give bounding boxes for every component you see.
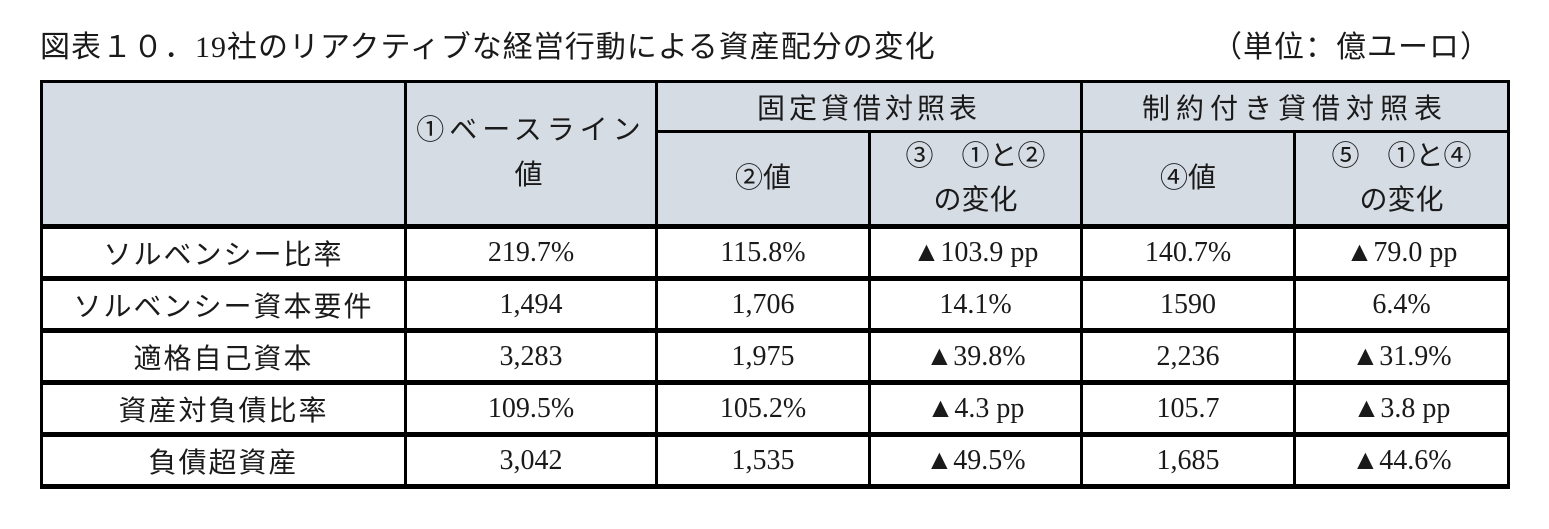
constrained-change-cell: 6.4% (1293, 276, 1511, 333)
table-row-solvency-ratio: ソルベンシー比率 219.7% 115.8% ▲103.9 pp 140.7% … (40, 224, 1511, 281)
change3-header-line1: ③ ①と② (905, 141, 1046, 173)
baseline-cell: 3,042 (404, 432, 658, 489)
change3-header-line2: の変化 (933, 184, 1018, 216)
table-row-excess-of-assets-over-liabilities: 負債超資産 3,042 1,535 ▲49.5% 1,685 ▲44.6% (40, 432, 1511, 489)
asset-allocation-table: ①ベースライン 値 固定貸借対照表 制約付き貸借対照表 ②値 ③ ①と② の変化… (40, 80, 1511, 489)
fixed-value-cell: 1,706 (655, 276, 871, 333)
baseline-header-line2: 値 (514, 159, 548, 191)
constrained-change-cell: ▲79.0 pp (1293, 224, 1511, 281)
value4-header: ④値 (1080, 130, 1297, 228)
fixed-change-cell: ▲4.3 pp (867, 380, 1084, 437)
sub-header-row: ②値 ③ ①と② の変化 ④値 ⑤ ①と④ の変化 (42, 130, 1511, 228)
fixed-change-cell: ▲103.9 pp (867, 224, 1084, 281)
constrained-value-cell: 105.7 (1080, 380, 1297, 437)
row-label-cell: 資産対負債比率 (40, 380, 407, 437)
fixed-balance-sheet-group-header: 固定貸借対照表 (654, 80, 1084, 133)
value2-header: ②値 (655, 130, 871, 228)
fixed-value-cell: 115.8% (655, 224, 871, 281)
row-label-cell: 負債超資産 (40, 432, 407, 489)
row-label-cell: ソルベンシー資本要件 (40, 276, 407, 333)
fixed-change-cell: ▲39.8% (867, 328, 1084, 385)
fixed-change-cell: 14.1% (867, 276, 1084, 333)
constrained-balance-sheet-group-header: 制約付き貸借対照表 (1080, 80, 1511, 133)
figure-title-row: 図表１０．19社のリアクティブな経営行動による資産配分の変化 （単位：億ユーロ） (40, 22, 1507, 66)
change5-header: ⑤ ①と④ の変化 (1293, 130, 1511, 228)
baseline-cell: 109.5% (404, 380, 658, 437)
corner-cell (40, 80, 407, 228)
row-label-cell: ソルベンシー比率 (40, 224, 407, 281)
change5-header-line2: の変化 (1359, 184, 1444, 216)
figure-title: 図表１０．19社のリアクティブな経営行動による資産配分の変化 (40, 31, 936, 64)
constrained-value-cell: 2,236 (1080, 328, 1297, 385)
fixed-value-cell: 105.2% (655, 380, 871, 437)
fixed-value-cell: 1,975 (655, 328, 871, 385)
table-row-solvency-capital-requirement: ソルベンシー資本要件 1,494 1,706 14.1% 1590 6.4% (40, 276, 1511, 333)
baseline-header: ①ベースライン 値 (404, 80, 658, 228)
baseline-cell: 1,494 (404, 276, 658, 333)
constrained-change-cell: ▲3.8 pp (1293, 380, 1511, 437)
change5-header-line1: ⑤ ①と④ (1331, 141, 1472, 173)
row-label-cell: 適格自己資本 (40, 328, 407, 385)
change3-header: ③ ①と② の変化 (867, 130, 1084, 228)
constrained-change-cell: ▲44.6% (1293, 432, 1511, 489)
fixed-change-cell: ▲49.5% (867, 432, 1084, 489)
table-row-assets-to-liabilities-ratio: 資産対負債比率 109.5% 105.2% ▲4.3 pp 105.7 ▲3.8… (40, 380, 1511, 437)
table-row-eligible-own-funds: 適格自己資本 3,283 1,975 ▲39.8% 2,236 ▲31.9% (40, 328, 1511, 385)
constrained-value-cell: 140.7% (1080, 224, 1297, 281)
constrained-change-cell: ▲31.9% (1293, 328, 1511, 385)
constrained-value-cell: 1590 (1080, 276, 1297, 333)
constrained-value-cell: 1,685 (1080, 432, 1297, 489)
baseline-header-line1: ①ベースライン (416, 114, 646, 146)
unit-label: （単位：億ユーロ） (1212, 31, 1491, 64)
baseline-cell: 219.7% (404, 224, 658, 281)
baseline-cell: 3,283 (404, 328, 658, 385)
fixed-value-cell: 1,535 (655, 432, 871, 489)
group-header-row: ①ベースライン 値 固定貸借対照表 制約付き貸借対照表 (40, 80, 1511, 228)
